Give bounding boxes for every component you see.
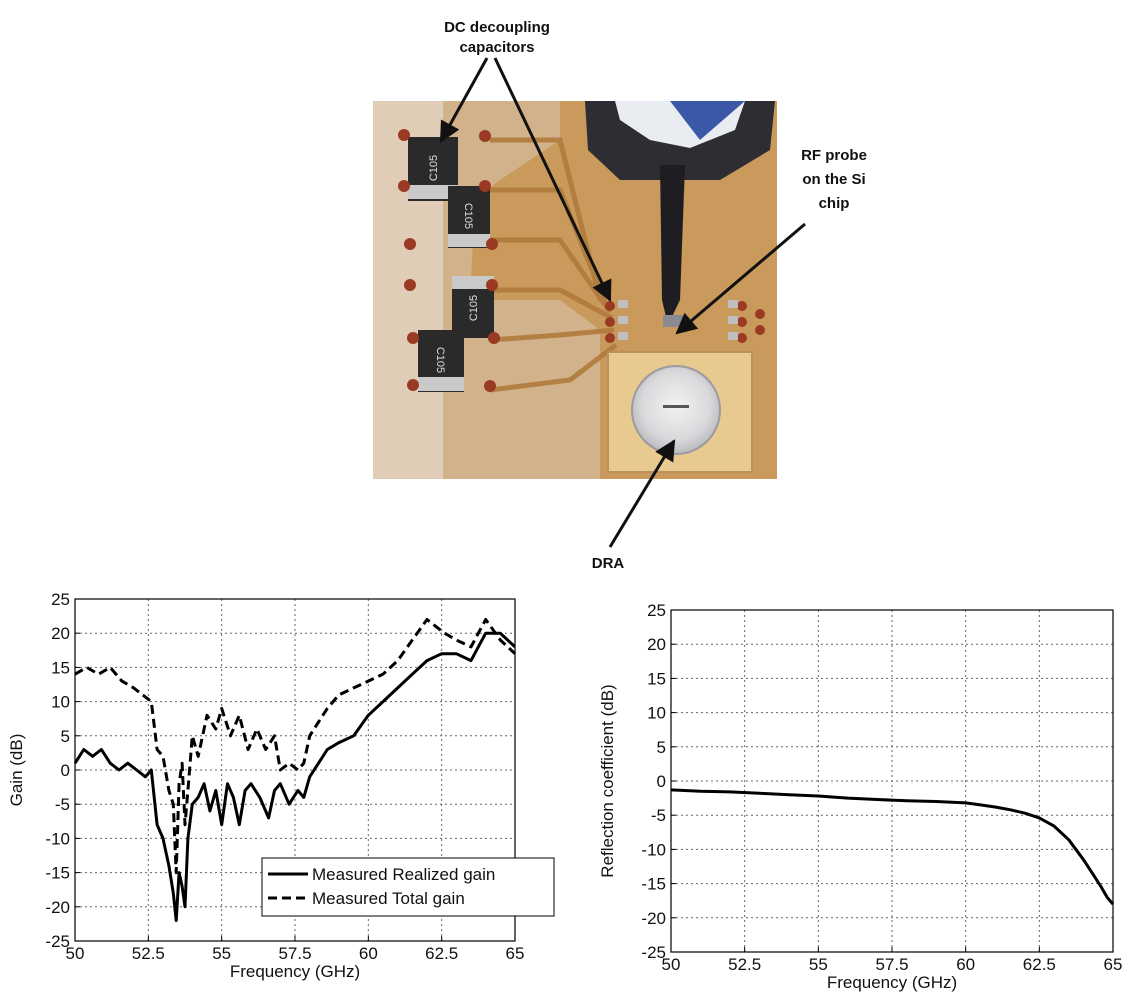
y-tick-label: 15 [647, 669, 666, 688]
x-axis-label: Frequency (GHz) [827, 973, 957, 992]
x-tick-label: 50 [662, 955, 681, 974]
capacitor-marking: C105 [462, 203, 474, 229]
annotation-arrows [439, 57, 806, 548]
arrow-to-dra [608, 439, 676, 548]
legend-box [261, 857, 555, 917]
y-tick-label: 5 [61, 727, 70, 746]
y-tick-label: 0 [657, 772, 666, 791]
y-axis-label: Gain (dB) [7, 734, 26, 807]
dra-resonator [631, 365, 721, 455]
x-tick-label: 62.5 [425, 944, 458, 963]
legend-label-1: Measured Total gain [312, 889, 465, 908]
capacitor-marking: C105 [434, 347, 446, 373]
y-tick-label: -10 [641, 840, 666, 859]
y-tick-label: 15 [51, 658, 70, 677]
pcb-photo: C105 C105 C105 C105 [373, 57, 806, 548]
x-tick-label: 60 [956, 955, 975, 974]
capacitor-2: C105 [448, 186, 490, 248]
decoupling-capacitors: C105 C105 C105 C105 [408, 137, 494, 392]
annotation-chip: chip [819, 195, 850, 212]
dra-chip [607, 351, 753, 473]
y-tick-label: 0 [61, 761, 70, 780]
reflection-chart: 50 52.5 55 57.5 60 62.5 65 -25 -20 -15 -10 -5 0 5 10 15… [598, 601, 1122, 992]
annotation-dc-decoupling: DC decoupling [444, 19, 550, 36]
capacitor-4: C105 [418, 330, 464, 392]
y-tick-label: -25 [641, 943, 666, 962]
x-tick-label: 62.5 [1023, 955, 1056, 974]
y-tick-label: 25 [51, 590, 70, 609]
y-tick-label: 25 [647, 601, 666, 620]
y-tick-label: -15 [641, 875, 666, 894]
y-tick-label: -20 [45, 898, 70, 917]
capacitor-marking: C105 [428, 155, 440, 181]
arrow-to-capacitor [439, 57, 489, 143]
legend: Measured Realized gain Measured Total gai… [261, 857, 555, 917]
series-line-solid-0 [670, 788, 1115, 906]
y-tick-label: 5 [657, 738, 666, 757]
y-tick-label: -5 [651, 806, 666, 825]
annotation-rf-probe: RF probe [801, 147, 867, 164]
series-line-solid-0 [73, 631, 517, 922]
x-tick-label: 52.5 [728, 955, 761, 974]
arrow-to-chip-capacitors [493, 57, 612, 302]
y-tick-label: 10 [51, 693, 70, 712]
y-axis-label: Reflection coefficient (dB) [598, 684, 617, 877]
solder-pads [398, 129, 765, 392]
x-tick-label: 65 [506, 944, 525, 963]
y-tick-label: 20 [51, 624, 70, 643]
rf-probe [585, 101, 775, 327]
x-tick-label: 55 [212, 944, 231, 963]
x-tick-label: 55 [809, 955, 828, 974]
capacitor-3: C105 [452, 276, 494, 338]
x-tick-label: 60 [359, 944, 378, 963]
gain-chart: 50 52.5 55 57.5 60 62.5 65 -25 -20 -15 -10 -5 0 5 10 15… [7, 590, 555, 981]
y-tick-label: 10 [647, 704, 666, 723]
capacitor-marking: C105 [468, 295, 480, 321]
x-tick-label: 52.5 [132, 944, 165, 963]
x-tick-label: 50 [66, 944, 85, 963]
y-tick-label: 20 [647, 635, 666, 654]
x-tick-label: 57.5 [875, 955, 908, 974]
capacitor-1: C105 [408, 137, 458, 201]
arrow-to-rf-probe [675, 222, 806, 335]
x-tick-label: 65 [1104, 955, 1123, 974]
annotation-capacitors: capacitors [459, 39, 534, 56]
y-tick-label: -15 [45, 864, 70, 883]
annotation-dra: DRA [592, 555, 625, 572]
legend-label-0: Measured Realized gain [312, 865, 495, 884]
chip-bond-pads [618, 300, 738, 340]
y-tick-label: -5 [55, 795, 70, 814]
series-line-dashed-1 [74, 618, 517, 875]
y-tick-label: -20 [641, 909, 666, 928]
x-tick-label: 57.5 [278, 944, 311, 963]
y-tick-label: -10 [45, 829, 70, 848]
y-tick-label: -25 [45, 932, 70, 951]
annotation-on-si: on the Si [802, 171, 865, 188]
x-axis-label: Frequency (GHz) [230, 962, 360, 981]
